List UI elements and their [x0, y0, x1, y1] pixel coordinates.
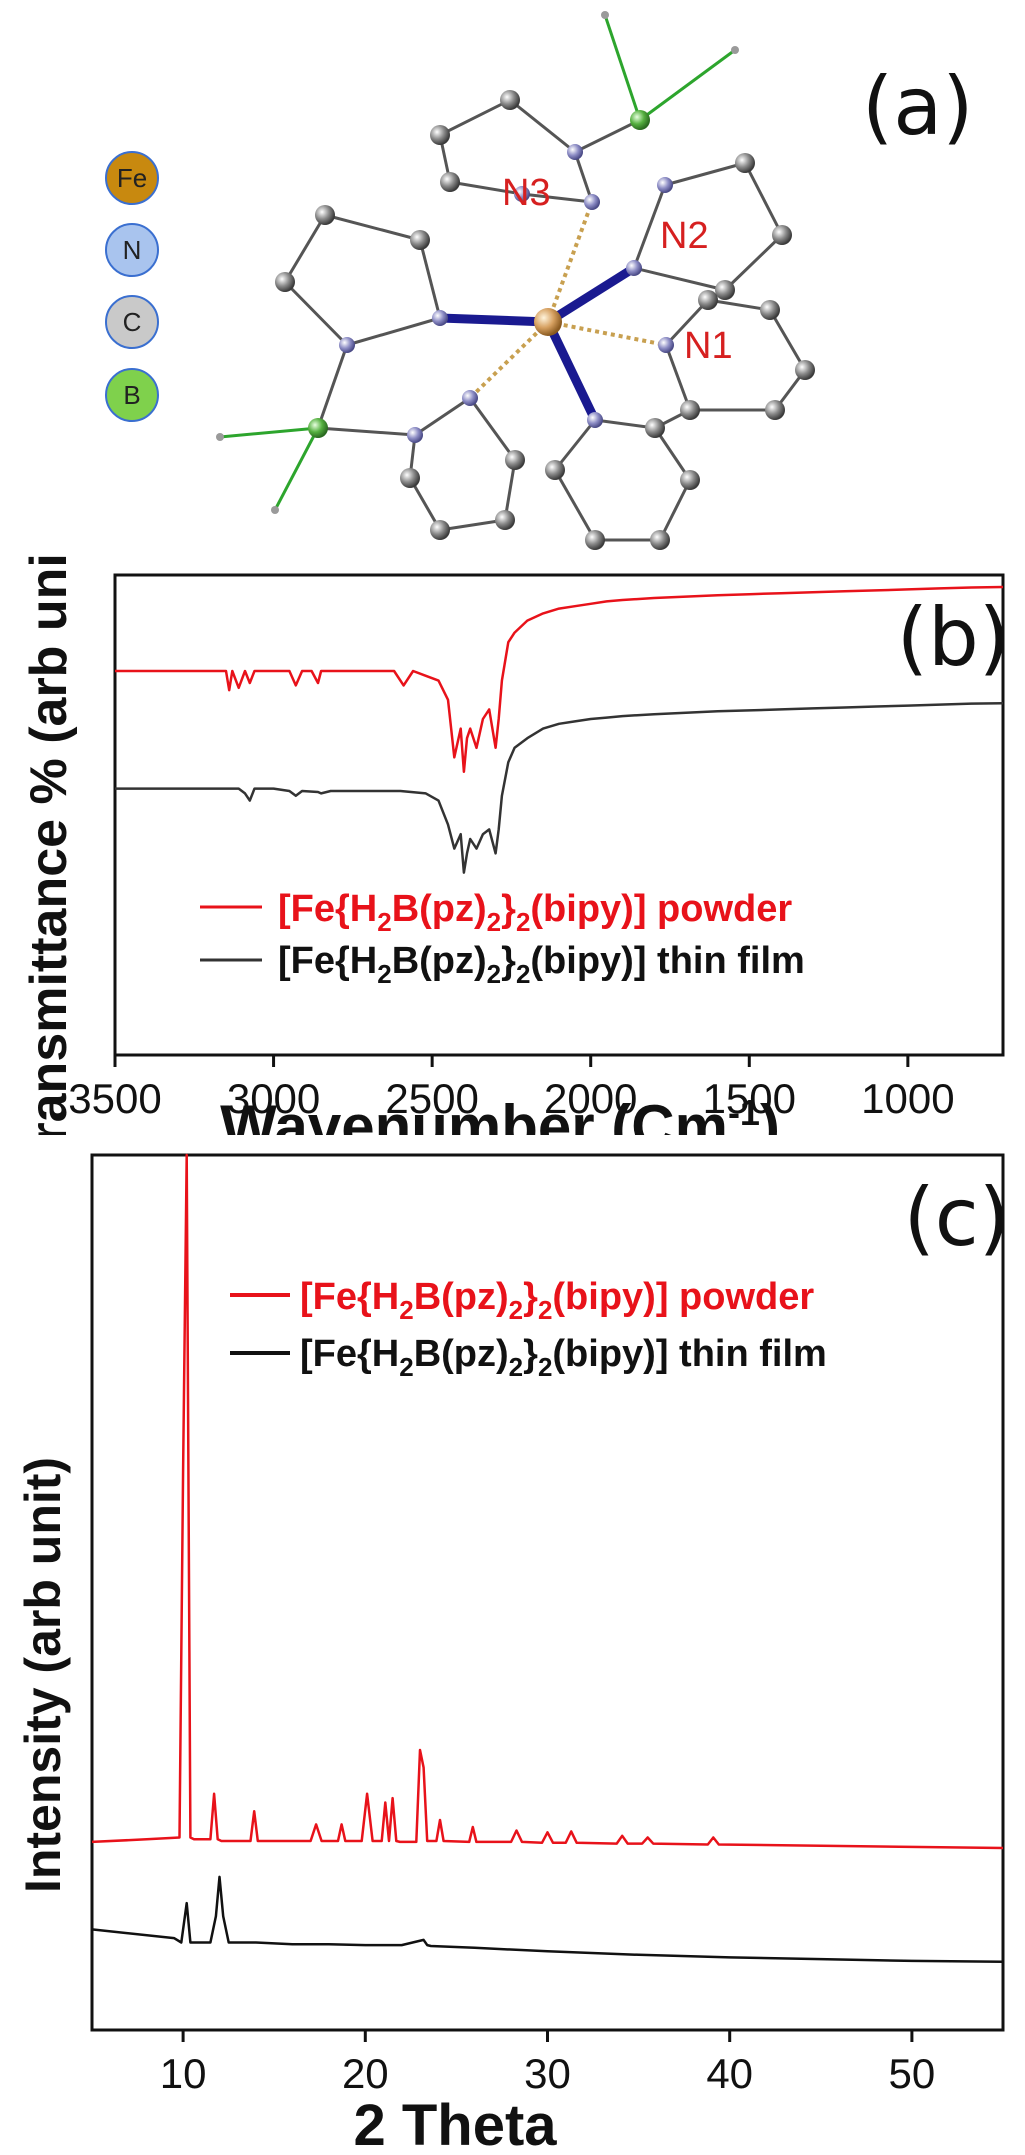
ftir-x-title-sup: -1 [728, 1092, 760, 1133]
ftir-legend-label-powder: [Fe{H2B(pz)2}2(bipy)] powder [278, 888, 792, 937]
xrd-y-axis-title: Intensity (arb unit) [15, 1457, 71, 1893]
iron-atom [534, 308, 562, 336]
xrd-plot-area [90, 1153, 1005, 2032]
legend-label-c: C [123, 307, 142, 337]
ftir-x-title-main: Wavenumber [220, 1093, 595, 1135]
ftir-x-axis-title: Wavenumber (Cm-1) [220, 1092, 780, 1135]
atom-label-n2: N2 [660, 215, 709, 257]
nitrogen-atoms [339, 144, 674, 443]
boron-atoms [308, 110, 650, 438]
ftir-x-title-unit: Cm [631, 1093, 728, 1135]
element-legend: Fe N C B [105, 151, 159, 422]
legend-atom-n: N [105, 223, 159, 277]
legend-atom-fe: Fe [105, 151, 159, 205]
x-tick-label: 40 [706, 2050, 753, 2097]
x-tick-label: 1000 [861, 1075, 954, 1122]
legend-atom-c: C [105, 295, 159, 349]
plot-frame [113, 573, 1005, 1057]
xrd-legend-label-film: [Fe{H2B(pz)2}2(bipy)] thin film [300, 1333, 827, 1382]
x-tick-label: 3000 [227, 1075, 320, 1122]
legend-label-b: B [123, 380, 140, 410]
panel-a-molecular-structure: (a) [0, 0, 1025, 555]
panel-letter-a: (a) [862, 60, 974, 153]
panel-letter-c: (c) [904, 1171, 1010, 1264]
panel-c-xrd-chart: 10 20 30 40 50 (c) Intensity (arb unit) 2 Th… [0, 1135, 1025, 2155]
atom-label-n1: N1 [684, 325, 733, 367]
ftir-x-title-close: ) [760, 1093, 780, 1135]
legend-atom-b: B [105, 368, 159, 422]
plot-frame [90, 1153, 1005, 2032]
series-line-thin-film [115, 701, 1004, 874]
carbon-atoms [275, 90, 815, 550]
x-tick-label: 50 [889, 2050, 936, 2097]
legend-label-fe: Fe [117, 163, 147, 193]
x-tick-label: 30 [524, 2050, 571, 2097]
x-tick-label: 2000 [544, 1075, 637, 1122]
boron-bonds [219, 14, 736, 511]
xrd-chart-svg: 10 20 30 40 50 (c) Intensity (arb unit) 2 Th… [15, 1153, 1010, 2155]
x-tick-label: 1500 [703, 1075, 796, 1122]
ftir-x-title-open: ( [611, 1093, 631, 1135]
ftir-legend-label-film: [Fe{H2B(pz)2}2(bipy)] thin film [278, 940, 805, 989]
panel-b-ftir-chart: 3500 3000 2500 2000 1500 1000 (b) Transmittan… [0, 555, 1025, 1135]
ftir-plot-area [113, 573, 1005, 1057]
x-tick-label: 10 [160, 2050, 207, 2097]
x-tick-label: 20 [342, 2050, 389, 2097]
xrd-legend-label-powder: [Fe{H2B(pz)2}2(bipy)] powder [300, 1276, 814, 1325]
xrd-x-axis-title: 2 Theta [353, 2093, 557, 2155]
series-line-powder [91, 1153, 1004, 1850]
atom-label-n3: N3 [502, 172, 551, 214]
series-line-thin-film [91, 1875, 1004, 1964]
ftir-y-axis-title: Transmittance % (arb unit) [20, 555, 78, 1135]
x-tick-label: 2500 [385, 1075, 478, 1122]
legend-label-n: N [123, 235, 142, 265]
series-line-powder [115, 585, 1004, 774]
ftir-legend: [Fe{H2B(pz)2}2(bipy)] powder [Fe{H2B(pz)… [200, 888, 805, 989]
x-tick-label: 3500 [68, 1075, 161, 1122]
xrd-legend: [Fe{H2B(pz)2}2(bipy)] powder [Fe{H2B(pz)… [230, 1276, 827, 1382]
hydrogen-atoms [216, 11, 739, 514]
ftir-x-ticks: 3500 3000 2500 2000 1500 1000 [68, 1055, 955, 1122]
panel-letter-b: (b) [897, 591, 1010, 684]
molecule-diagram: N3 N2 N1 Fe N C B [105, 11, 815, 550]
ftir-chart-svg: 3500 3000 2500 2000 1500 1000 (b) Transmittan… [20, 555, 1010, 1135]
xrd-x-ticks: 10 20 30 40 50 [160, 2030, 936, 2097]
fe-n-bonds [439, 201, 667, 422]
